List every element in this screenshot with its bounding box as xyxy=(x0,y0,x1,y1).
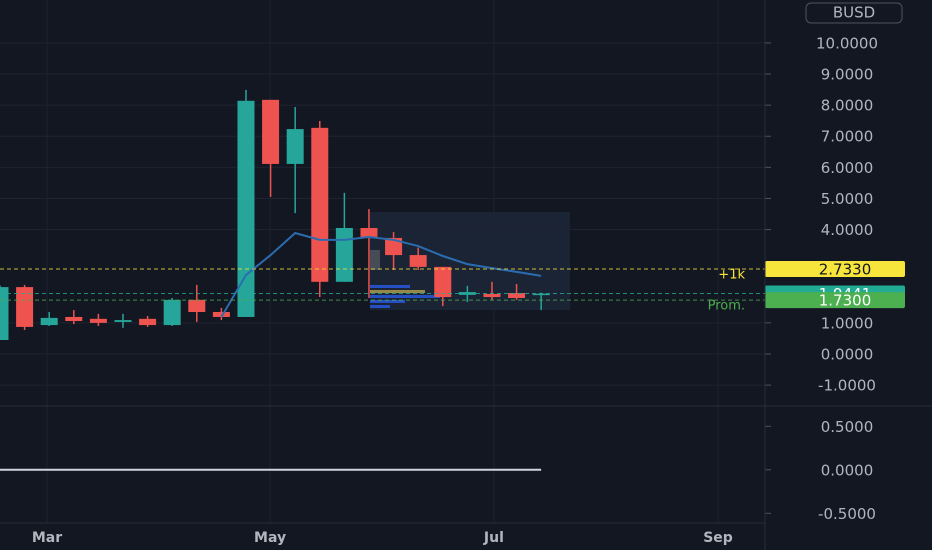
candle-body xyxy=(385,237,403,256)
candle-body xyxy=(212,311,230,317)
x-tick-label: Mar xyxy=(32,530,62,546)
candle-body xyxy=(65,316,83,322)
y-tick-label: 8.0000 xyxy=(821,97,874,115)
y-tick-label: 0.0000 xyxy=(821,461,874,479)
profile-bar xyxy=(370,305,390,308)
price-label: 1.7300 xyxy=(819,292,872,310)
candle-body xyxy=(286,129,304,164)
y-tick-label: 0.0000 xyxy=(821,345,874,363)
price-label: 2.7330 xyxy=(819,260,872,278)
candle-body xyxy=(532,293,550,296)
profile-bar xyxy=(370,250,380,270)
candle-body xyxy=(40,317,58,326)
candle-body xyxy=(16,287,34,327)
y-tick-label: 5.0000 xyxy=(821,190,874,208)
candle-body xyxy=(335,228,353,282)
x-tick-label: May xyxy=(254,530,286,546)
price-tag: Prom. xyxy=(708,299,745,314)
price-tag: +1k xyxy=(718,267,745,282)
y-tick-label: -0.5000 xyxy=(818,505,876,523)
x-tick-label: Sep xyxy=(703,530,733,546)
price-label-box xyxy=(765,260,905,277)
y-tick-label: 0.5000 xyxy=(821,418,874,436)
y-tick-label: 9.0000 xyxy=(821,66,874,84)
price-label-box xyxy=(765,292,905,309)
candle-body xyxy=(360,228,378,238)
candle-body xyxy=(434,266,452,298)
volume-profile xyxy=(370,250,440,308)
profile-bar xyxy=(370,300,405,303)
x-tick-label: Jul xyxy=(483,530,504,546)
candle-body xyxy=(458,292,476,295)
y-tick-label: 1.0000 xyxy=(821,314,874,332)
candle-body xyxy=(0,287,9,340)
candle-body xyxy=(262,99,280,164)
currency-box xyxy=(805,2,903,24)
candle-body xyxy=(114,320,132,322)
candle-body xyxy=(139,318,157,326)
y-tick-label: -1.0000 xyxy=(818,377,876,395)
candle-body xyxy=(237,100,255,317)
candle-body xyxy=(188,299,206,312)
candle-body xyxy=(89,318,107,323)
candle-body xyxy=(311,127,329,282)
profile-bar xyxy=(370,295,440,298)
candle-body xyxy=(483,293,501,298)
y-tick-label: 7.0000 xyxy=(821,128,874,146)
currency: BUSD xyxy=(833,4,875,22)
candle-body xyxy=(409,255,427,267)
profile-bar xyxy=(370,290,425,293)
y-tick-label: 10.0000 xyxy=(816,34,878,52)
candle-body xyxy=(163,299,181,326)
profile-bar xyxy=(370,285,410,288)
y-tick-label: 4.0000 xyxy=(821,221,874,239)
y-tick-label: 6.0000 xyxy=(821,159,874,177)
moving-average xyxy=(220,231,542,318)
candle-body xyxy=(508,293,526,298)
